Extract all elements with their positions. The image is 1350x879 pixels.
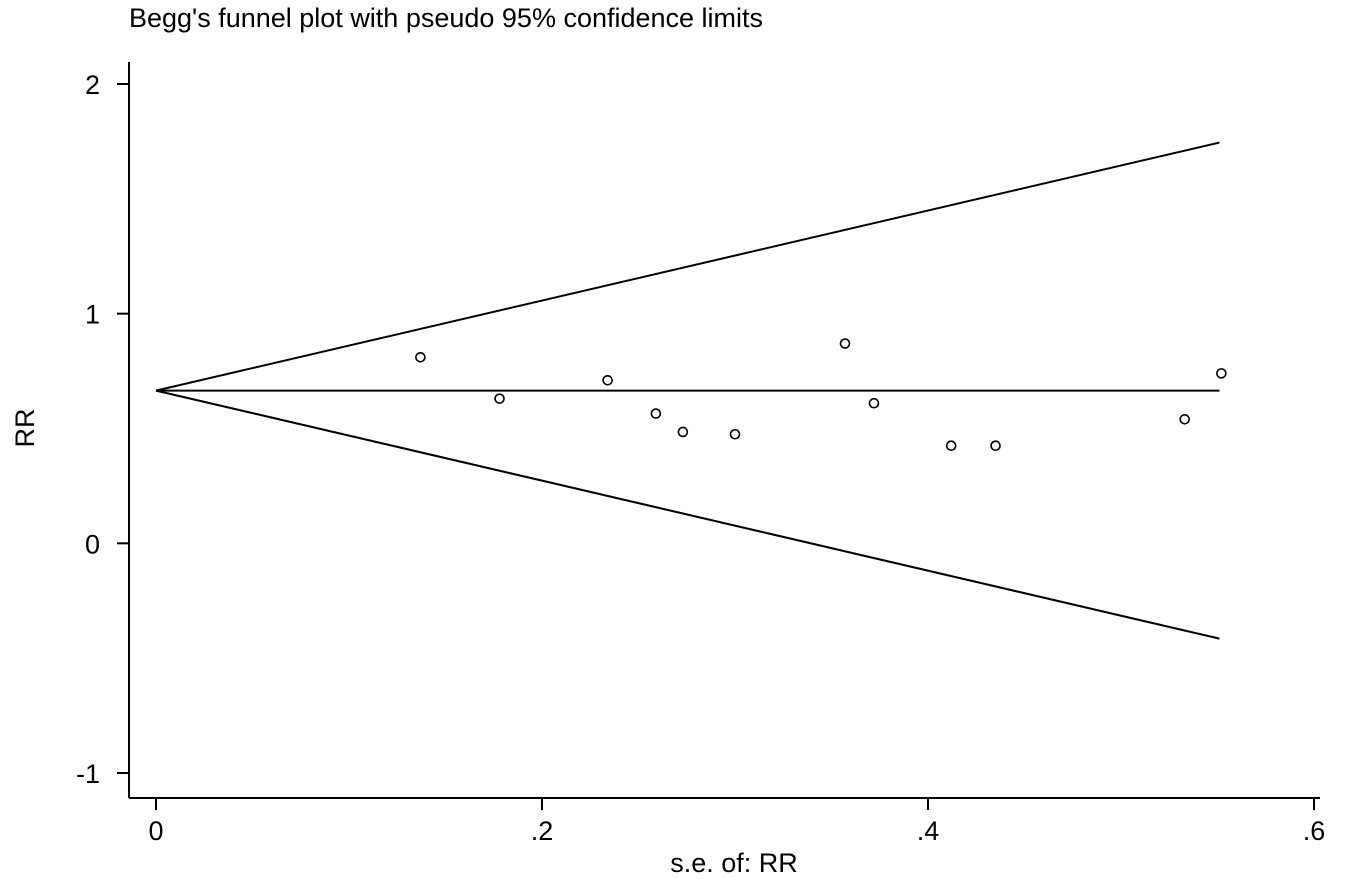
- data-point: [729, 428, 741, 440]
- data-point: [839, 338, 851, 349]
- y-tick-label: 0: [85, 529, 100, 559]
- data-points: [415, 338, 1227, 452]
- axes: -1 0 1 2 0 .2 .4 .6: [76, 62, 1325, 846]
- x-tick-label: 0: [148, 816, 163, 846]
- y-tick-label: -1: [76, 759, 100, 789]
- data-point: [945, 440, 957, 452]
- x-tick-label: .2: [531, 816, 554, 846]
- data-point: [415, 352, 426, 363]
- x-tick-label: .6: [1303, 816, 1326, 846]
- data-point: [868, 397, 880, 409]
- data-point: [650, 408, 662, 419]
- funnel-lines: [155, 141, 1220, 640]
- data-point: [602, 374, 613, 386]
- data-point: [990, 440, 1001, 452]
- lower-confidence-limit: [155, 389, 1220, 640]
- y-tick-label: 1: [85, 300, 100, 330]
- data-point: [677, 426, 689, 438]
- y-axis-label: RR: [10, 409, 40, 448]
- chart-title: Begg's funnel plot with pseudo 95% confi…: [129, 3, 763, 33]
- y-tick-label: 2: [85, 70, 100, 100]
- data-point: [1216, 368, 1227, 379]
- x-tick-label: .4: [917, 816, 940, 846]
- data-point: [1179, 414, 1190, 425]
- upper-confidence-limit: [155, 141, 1220, 392]
- x-axis-label: s.e. of: RR: [670, 848, 798, 878]
- data-point: [494, 393, 505, 404]
